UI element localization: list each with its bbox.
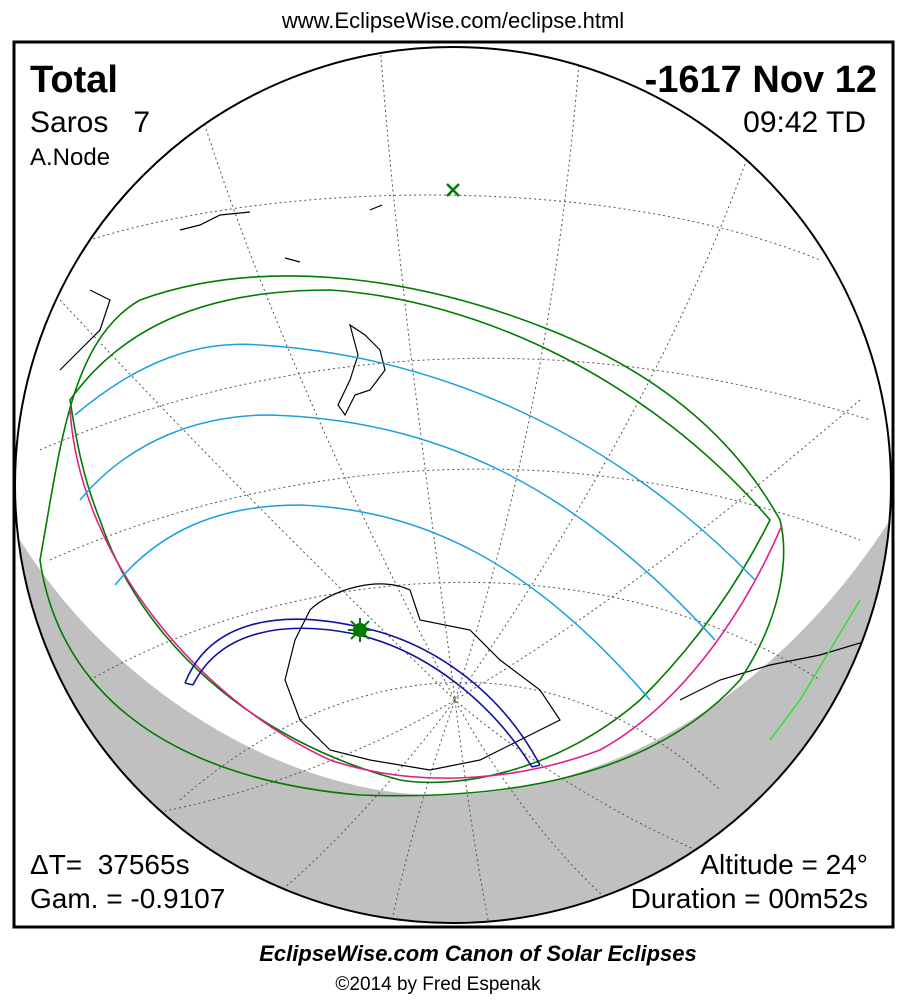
delta-t: ΔT= 37565s: [30, 849, 190, 880]
sub-solar-point: [446, 183, 460, 197]
penumbra-limit: [39, 275, 785, 797]
night-side: [20, 520, 890, 923]
time: 09:42 TD: [743, 106, 866, 139]
day-side: [15, 47, 891, 923]
duration: Duration = 00m52s: [631, 883, 868, 914]
altitude: Altitude = 24°: [700, 849, 868, 880]
copyright: ©2014 by Fred Espenak: [335, 974, 541, 995]
greatest-eclipse: [348, 618, 372, 642]
eclipse-date: -1617 Nov 12: [645, 59, 877, 101]
rise-set-curve: [69, 289, 771, 784]
gamma: Gam. = -0.9107: [30, 883, 225, 914]
eclipse-type: Total: [30, 59, 118, 101]
url: www.EclipseWise.com/eclipse.html: [281, 8, 624, 33]
maximum-horizon: [69, 409, 783, 779]
globe-outline: [14, 46, 892, 924]
graticule: [39, 47, 871, 923]
footer-title: EclipseWise.com Canon of Solar Eclipses: [259, 941, 697, 966]
saros: Saros 7: [30, 106, 150, 139]
globe-map: [15, 47, 891, 923]
magnitude-curves: [74, 343, 756, 701]
node: A.Node: [30, 144, 110, 171]
coastlines: [59, 204, 871, 771]
land-outline-green: [769, 599, 861, 741]
